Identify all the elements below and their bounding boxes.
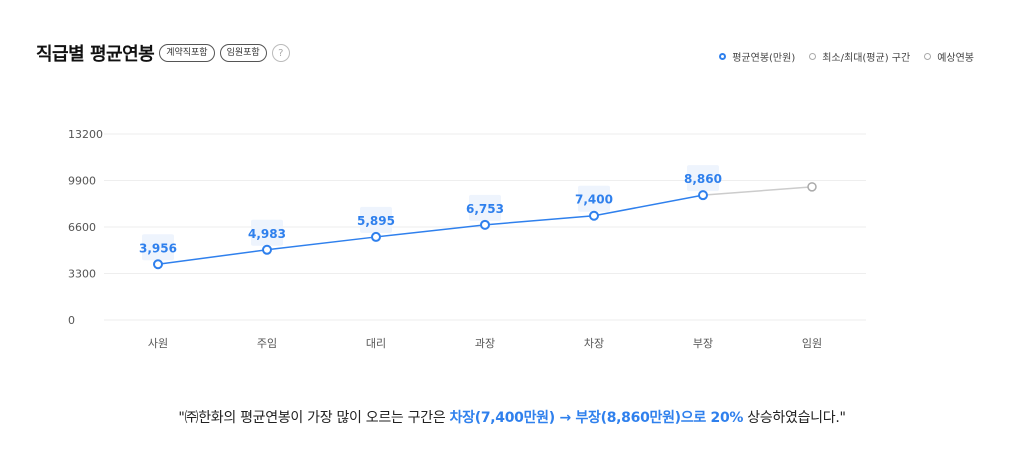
x-tick-label: 주임 — [257, 337, 277, 350]
value-label-backdrop — [251, 219, 283, 246]
x-tick-label: 부장 — [693, 337, 713, 350]
contract-included-chip[interactable]: 계약직포함 — [159, 44, 215, 62]
legend-label-range: 최소/최대(평균) 구간 — [822, 53, 911, 64]
legend-marker-range-icon — [809, 53, 817, 60]
summary-prefix: "㈜한화의 평균연봉이 가장 많이 오르는 구간은 — [178, 410, 450, 426]
avg-point — [589, 210, 599, 221]
y-tick-label: 9900 — [68, 175, 96, 188]
value-label-backdrop — [578, 185, 610, 212]
y-tick-label: 13200 — [68, 128, 103, 141]
data-label: 7,400 — [575, 193, 613, 207]
x-tick-label: 과장 — [475, 337, 495, 350]
data-label: 8,860 — [684, 172, 722, 186]
summary-text: "㈜한화의 평균연봉이 가장 많이 오르는 구간은 차장(7,400만원) → … — [0, 407, 1024, 427]
summary-suffix: 상승하였습니다." — [743, 410, 846, 426]
avg-series-line — [157, 194, 704, 265]
legend-item-expected[interactable]: 예상연봉 — [924, 49, 974, 64]
value-label-backdrop — [469, 194, 501, 221]
chart-legend: 평균연봉(만원) 최소/최대(평균) 구간 예상연봉 — [705, 49, 974, 64]
avg-point — [262, 244, 272, 255]
summary-arrow: → — [554, 410, 576, 426]
legend-label-avg: 평균연봉(만원) — [732, 53, 796, 64]
x-tick-label: 차장 — [584, 337, 604, 350]
summary-highlight-from: 차장(7,400만원) — [449, 410, 556, 426]
legend-marker-avg-icon — [719, 53, 727, 60]
chart-title: 직급별 평균연봉 — [36, 44, 155, 65]
value-label-backdrop — [142, 234, 174, 261]
x-tick-label: 임원 — [802, 337, 822, 350]
legend-label-expected: 예상연봉 — [937, 53, 974, 64]
y-tick-label: 3300 — [68, 268, 96, 281]
executive-included-chip[interactable]: 임원포함 — [219, 44, 267, 62]
value-label-backdrop — [687, 165, 719, 192]
legend-marker-expected-icon — [924, 53, 932, 60]
avg-point — [698, 190, 708, 201]
avg-point — [153, 259, 163, 270]
y-tick-label: 0 — [68, 314, 75, 327]
expected-series-line — [702, 186, 813, 196]
chart-header: 직급별 평균연봉 계약직포함 임원포함 ? — [36, 40, 290, 66]
y-tick-label: 6600 — [68, 221, 96, 234]
expected-point — [807, 182, 817, 192]
x-tick-label: 사원 — [148, 337, 168, 350]
data-label: 5,895 — [357, 214, 395, 228]
data-label: 3,956 — [139, 241, 177, 255]
data-label: 6,753 — [466, 202, 504, 216]
data-label: 4,983 — [248, 227, 286, 241]
legend-item-avg[interactable]: 평균연봉(만원) — [719, 49, 795, 64]
x-tick-label: 대리 — [366, 337, 386, 350]
legend-item-range[interactable]: 최소/최대(평균) 구간 — [809, 49, 910, 64]
avg-point — [371, 231, 381, 242]
help-icon[interactable]: ? — [271, 44, 290, 62]
value-label-backdrop — [360, 206, 392, 233]
summary-highlight-to: 부장(8,860만원)으로 20% — [575, 410, 744, 426]
avg-point — [480, 219, 490, 230]
